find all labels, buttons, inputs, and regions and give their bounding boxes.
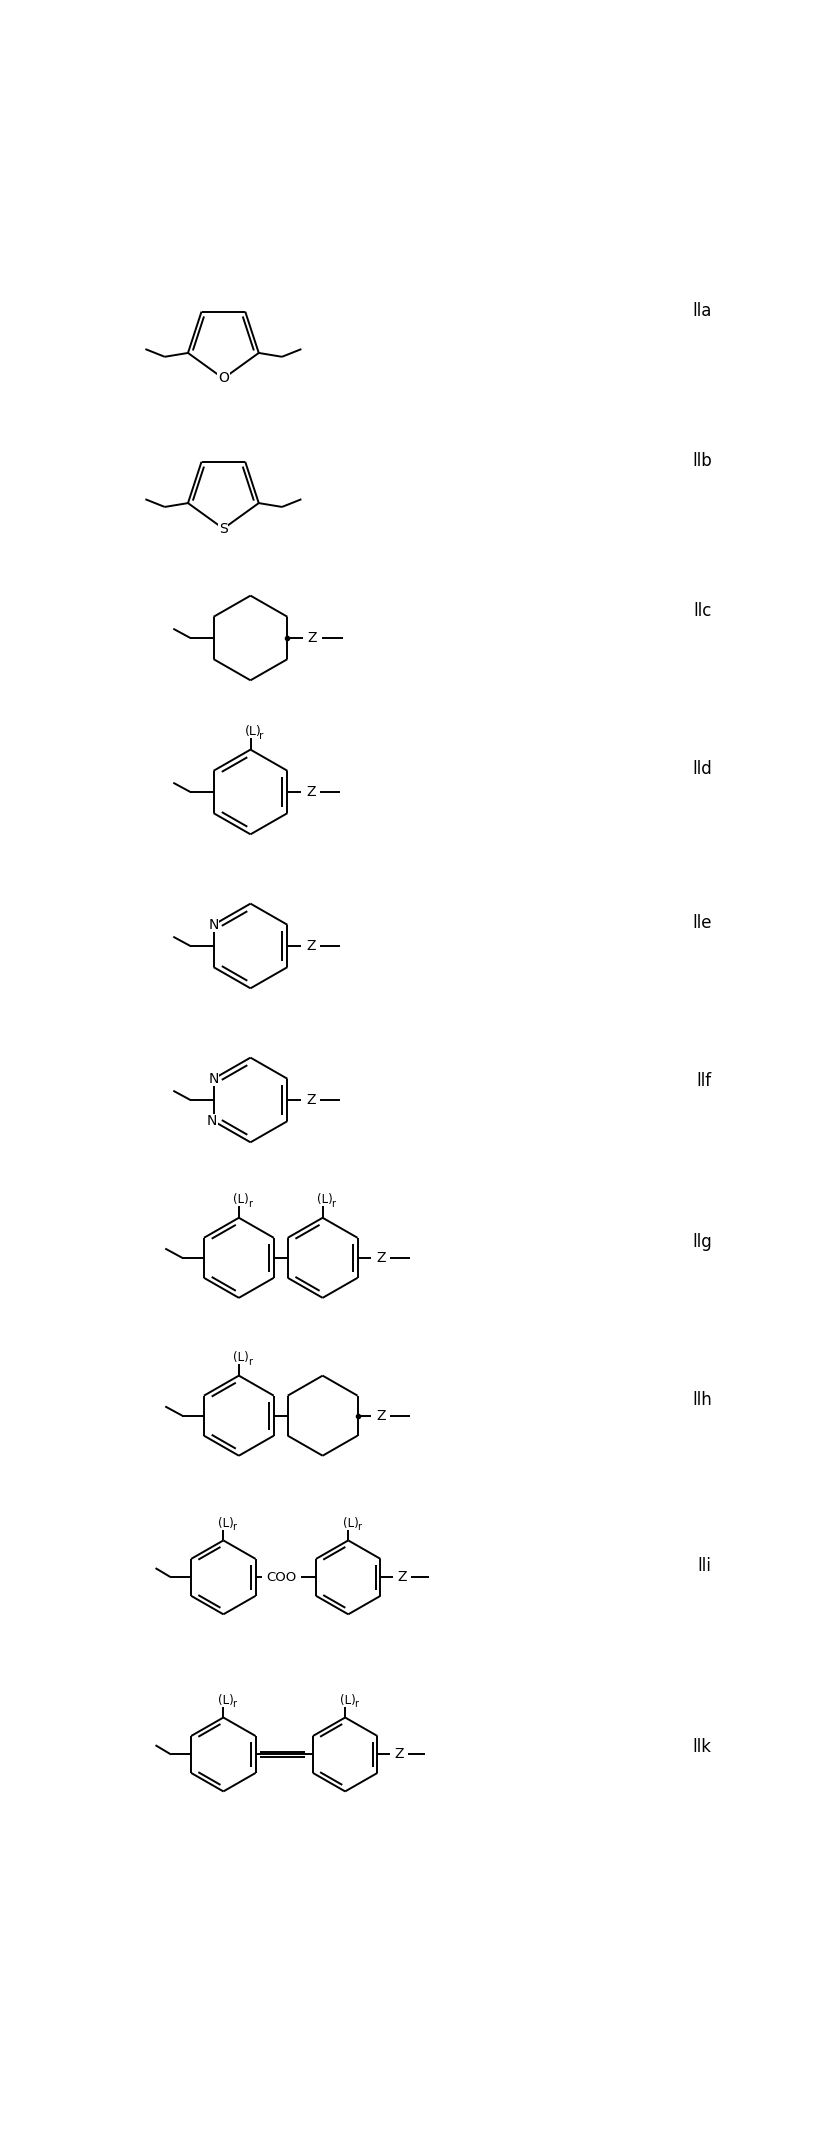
Text: Z: Z — [306, 786, 316, 799]
Text: llb: llb — [692, 452, 712, 469]
Text: llc: llc — [693, 603, 712, 620]
Text: (L): (L) — [343, 1516, 358, 1529]
Text: lla: lla — [692, 301, 712, 319]
Text: r: r — [331, 1199, 335, 1210]
Text: Z: Z — [397, 1570, 407, 1585]
Text: lle: lle — [692, 913, 712, 932]
Text: r: r — [248, 1356, 252, 1367]
Text: S: S — [219, 521, 228, 536]
Text: Z: Z — [394, 1748, 404, 1761]
Text: r: r — [232, 1522, 236, 1533]
Text: r: r — [232, 1699, 236, 1709]
Text: lli: lli — [698, 1557, 712, 1574]
Text: r: r — [357, 1522, 361, 1533]
Text: r: r — [259, 730, 263, 741]
Text: Z: Z — [307, 631, 317, 646]
Text: r: r — [354, 1699, 358, 1709]
Text: (L): (L) — [233, 1352, 249, 1365]
Text: llf: llf — [696, 1072, 712, 1089]
Text: Z: Z — [306, 939, 316, 954]
Text: (L): (L) — [244, 726, 261, 738]
Text: Z: Z — [306, 1094, 316, 1107]
Text: llh: llh — [692, 1391, 712, 1410]
Text: (L): (L) — [317, 1193, 333, 1206]
Text: COO: COO — [266, 1572, 297, 1585]
Text: r: r — [248, 1199, 252, 1210]
Text: Z: Z — [376, 1408, 386, 1423]
Text: llg: llg — [692, 1234, 712, 1251]
Text: N: N — [208, 1072, 219, 1085]
Text: N: N — [208, 917, 219, 932]
Text: Z: Z — [376, 1251, 386, 1264]
Text: (L): (L) — [218, 1516, 234, 1529]
Text: lld: lld — [692, 760, 712, 777]
Text: (L): (L) — [218, 1694, 234, 1707]
Text: (L): (L) — [339, 1694, 355, 1707]
Text: (L): (L) — [233, 1193, 249, 1206]
Text: O: O — [218, 372, 229, 385]
Text: llk: llk — [693, 1737, 712, 1755]
Text: N: N — [206, 1113, 217, 1128]
